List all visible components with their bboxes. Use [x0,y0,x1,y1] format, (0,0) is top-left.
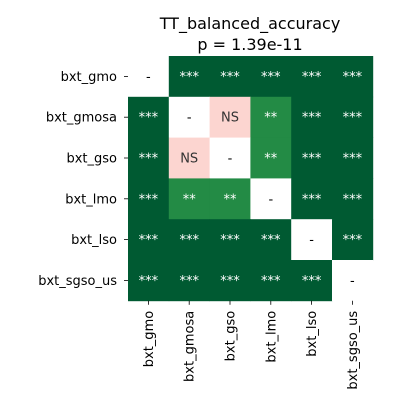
y-tick-label: bxt_gso [66,152,117,167]
heatmap-cell [332,96,374,138]
heatmap-cell [291,260,333,302]
heatmap-cell-label: - [187,111,192,126]
heatmap-cell-label: *** [302,70,322,85]
heatmap-cell [168,178,210,220]
heatmap-cell [291,56,333,98]
x-tick-label: bxt_lmo [264,311,279,363]
heatmap-cell-label: *** [302,111,322,126]
heatmap-cell [332,137,374,179]
heatmap-cell [332,56,374,98]
heatmap-cell-label: *** [343,192,363,207]
heatmap-cell-label: *** [261,70,281,85]
heatmap-cell [128,260,170,302]
heatmap-cell-label: *** [179,70,199,85]
heatmap-cell-label: *** [261,233,281,248]
x-tick-label: bxt_sgso_us [346,311,361,390]
heatmap-cell [168,219,210,261]
heatmap-cell [128,137,170,179]
heatmap-cell-label: - [228,152,233,167]
heatmap-cell-label: ** [264,111,278,126]
heatmap-cell-label: *** [179,274,199,289]
heatmap-cell [250,137,292,179]
heatmap-cell [168,137,210,179]
y-tick-label: bxt_lmo [65,192,117,207]
heatmap-cell [209,219,251,261]
heatmap-cell [168,260,210,302]
heatmap-cell [209,137,251,179]
heatmap-cell-label: *** [302,274,322,289]
heatmap-cell-labels: - *** *** *** *** ****** - NS ** *** ****** NS - ** **… [139,70,363,289]
heatmap-cell [168,56,210,98]
heatmap-cell [128,178,170,220]
heatmap-cell [250,219,292,261]
heatmap-cell-label: *** [139,111,159,126]
chart-title: TT_balanced_accuracy [159,14,341,34]
y-tick-label: bxt_gmo [61,70,117,85]
heatmap-cell-label: ** [183,192,197,207]
heatmap-cell-label: *** [179,233,199,248]
heatmap-cell-label: NS [221,111,239,126]
heatmap-cell-label: *** [302,152,322,167]
heatmap-cell-label: - [146,70,151,85]
heatmap-cell-label: NS [180,152,198,167]
heatmap-cell [209,96,251,138]
heatmap-cell-label: ** [264,152,278,167]
heatmap-cell [332,260,374,302]
heatmap-cell-label: - [268,192,273,207]
heatmap-cell-label: - [309,233,314,248]
y-tick-label: bxt_lso [71,233,117,248]
heatmap-cell [250,96,292,138]
heatmap-cell [128,219,170,261]
x-tick-label: bxt_gmo [142,311,157,367]
heatmap-cell [209,178,251,220]
heatmap-cell [291,96,333,138]
heatmap-cell [250,56,292,98]
heatmap-cell-label: *** [220,233,240,248]
heatmap-cell-label: *** [343,233,363,248]
heatmap-cell [291,219,333,261]
heatmap-cell-label: - [350,274,355,289]
heatmap-cell [209,56,251,98]
heatmap-cell [332,178,374,220]
chart-subtitle: p = 1.39e-11 [197,35,302,54]
y-tick-label: bxt_sgso_us [38,274,117,289]
heatmap-cell-label: *** [139,192,159,207]
heatmap-cell [291,178,333,220]
heatmap-cell-label: *** [139,152,159,167]
heatmap-cell [250,178,292,220]
heatmap-cell-label: *** [302,192,322,207]
heatmap-cell [291,137,333,179]
heatmap-cell [209,260,251,302]
heatmap-cell-label: *** [220,70,240,85]
heatmap-cell-label: *** [139,233,159,248]
y-tick-label: bxt_gmosa [46,111,117,126]
heatmap-cell-label: *** [139,274,159,289]
heatmap-cell-label: ** [224,192,238,207]
heatmap-cell-label: *** [261,274,281,289]
x-axis: bxt_gmo bxt_gmosa bxt_gso bxt_lmo bxt_lso bxt… [142,300,361,390]
heatmap-cell-label: *** [343,152,363,167]
heatmap-cell-label: *** [343,70,363,85]
heatmap-cell-label: *** [343,111,363,126]
heatmap-cell [168,96,210,138]
x-tick-label: bxt_gso [224,311,239,362]
x-tick-label: bxt_gmosa [183,311,198,382]
heatmap-cell-label: *** [220,274,240,289]
heatmap-cell [250,260,292,302]
heatmap-cells [128,56,374,302]
x-tick-label: bxt_lso [305,311,320,357]
heatmap-cell [128,96,170,138]
heatmap-cell [332,219,374,261]
heatmap-cell [128,56,170,98]
y-axis: bxt_gmo bxt_gmosa bxt_gso bxt_lmo bxt_lsobxt… [38,70,128,289]
